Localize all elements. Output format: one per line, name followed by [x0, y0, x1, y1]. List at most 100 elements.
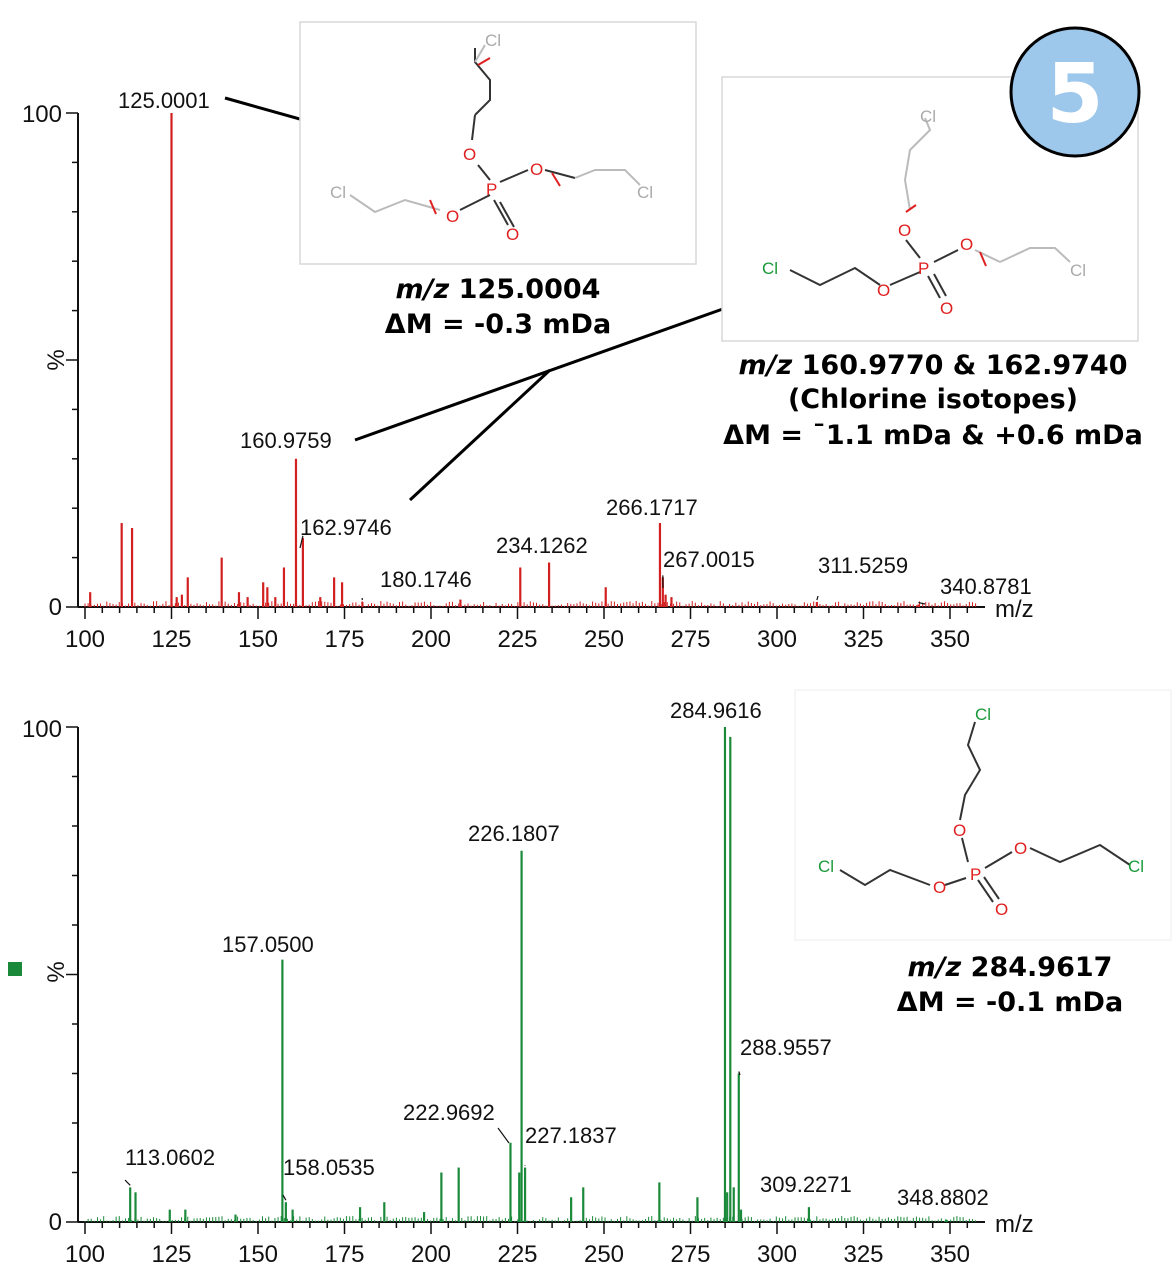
x-tick-label: 150: [238, 626, 278, 653]
atom-o: O: [940, 299, 953, 318]
x-tick-label: 225: [497, 626, 537, 653]
precursor-spectrum-panel: 100 125 150 175 200 225 250 275 300 325 350 113.06…: [8, 689, 1172, 1268]
x-tick-label: 200: [411, 626, 451, 653]
peak-label: 158.0535: [283, 1155, 375, 1180]
atom-o: O: [995, 900, 1008, 919]
peak-label: 234.1262: [496, 533, 588, 558]
x-ticks: 100 125 150 175 200 225 250 275 300 325 350: [65, 607, 970, 653]
atom-cl: Cl: [975, 705, 991, 724]
y-axis-label: %: [43, 961, 70, 982]
peak-label-connector: [124, 1179, 131, 1186]
x-tick-label: 275: [670, 626, 710, 653]
atom-cl: Cl: [1128, 857, 1144, 876]
atom-cl: Cl: [485, 31, 501, 50]
peak-label: 226.1807: [468, 821, 560, 846]
x-tick-label: 325: [843, 626, 883, 653]
peak-label-connector: [738, 1071, 741, 1076]
y-tick-label-0: 0: [49, 594, 62, 621]
peak-label: 284.9616: [670, 698, 762, 723]
peak-label: 267.0015: [663, 547, 755, 572]
atom-cl: Cl: [818, 857, 834, 876]
peaks: [89, 113, 920, 607]
leader-line-160: [354, 298, 749, 442]
peak-label: 160.9759: [240, 428, 332, 453]
atom-cl: Cl: [1070, 261, 1086, 280]
atom-cl: Cl: [330, 183, 346, 202]
x-tick-label: 250: [584, 1241, 624, 1268]
x-tick-label: 300: [757, 626, 797, 653]
peak-label: 222.9692: [403, 1100, 495, 1125]
x-axis-label: m/z: [995, 1211, 1034, 1238]
x-ticks: 100 125 150 175 200 225 250 275 300 325 350: [65, 1222, 970, 1268]
x-tick-label: 125: [151, 626, 191, 653]
atom-p: P: [918, 259, 929, 278]
atom-o: O: [463, 145, 476, 164]
atom-cl: Cl: [762, 259, 778, 278]
atom-o: O: [898, 221, 911, 240]
peak-label: 340.8781: [940, 574, 1032, 599]
x-tick-label: 175: [324, 626, 364, 653]
x-tick-label: 200: [411, 1241, 451, 1268]
peak-label: 266.1717: [606, 495, 698, 520]
annotation-2-mz: m/z 160.9770 & 162.9740: [739, 350, 1128, 381]
x-tick-label: 325: [843, 1241, 883, 1268]
y-tick-label-0: 0: [49, 1209, 62, 1236]
noise-baseline: [84, 1216, 977, 1222]
atom-o: O: [530, 160, 543, 179]
peak-label-connector: [497, 1127, 510, 1144]
atom-o: O: [960, 235, 973, 254]
structure-image-1: Cl O P O O O Cl Cl: [299, 21, 697, 265]
peak-label: 348.8802: [897, 1185, 989, 1210]
peak-label: 311.5259: [818, 553, 908, 578]
atom-o: O: [933, 878, 946, 897]
x-tick-label: 350: [930, 626, 970, 653]
x-tick-label: 350: [930, 1241, 970, 1268]
badge-number: 5: [1046, 47, 1103, 142]
atom-o: O: [446, 207, 459, 226]
leader-line-162: [408, 368, 552, 502]
fragment-spectrum-panel: 100 125 150 175 200 225 250 275 300 325 350 125.00…: [22, 21, 1143, 653]
peak-label-connector: [816, 595, 819, 601]
atom-cl: Cl: [637, 183, 653, 202]
peak-label: 157.0500: [222, 932, 314, 957]
annotation-2-delta: ΔM = ¯1.1 mDa & +0.6 mDa: [723, 420, 1143, 451]
noise-baseline: [84, 601, 977, 607]
peak-label-connector: [918, 601, 926, 605]
x-tick-label: 175: [324, 1241, 364, 1268]
peak-label: 125.0001: [118, 88, 210, 113]
atom-o: O: [953, 821, 966, 840]
peak-label: 180.1746: [380, 567, 472, 592]
x-tick-label: 100: [65, 1241, 105, 1268]
x-tick-label: 275: [670, 1241, 710, 1268]
peak-label-connector: [282, 1194, 287, 1201]
x-axis-label: m/z: [995, 596, 1034, 623]
x-tick-label: 150: [238, 1241, 278, 1268]
atom-p: P: [970, 865, 981, 884]
annotation-2-isotopes: (Chlorine isotopes): [788, 384, 1078, 415]
y-ticks: [66, 112, 78, 608]
peak-label: 309.2271: [760, 1172, 852, 1197]
annotation-3-delta: ΔM = -0.1 mDa: [897, 987, 1123, 1018]
atom-o: O: [1014, 839, 1027, 858]
y-tick-label-100: 100: [22, 716, 62, 743]
peak-label: 162.9746: [300, 515, 392, 540]
peaks: [129, 727, 948, 1222]
structure-image-3: Cl O P O O O Cl Cl: [794, 689, 1172, 941]
annotation-3-mz: m/z 284.9617: [908, 952, 1113, 983]
peak-label: 288.9557: [740, 1035, 832, 1060]
y-tick-label-100: 100: [22, 101, 62, 128]
x-tick-label: 250: [584, 626, 624, 653]
annotation-1-delta: ΔM = -0.3 mDa: [385, 309, 611, 340]
x-tick-label: 125: [151, 1241, 191, 1268]
peak-label-connector: [299, 535, 304, 549]
peak-label: 227.1837: [525, 1123, 617, 1148]
peak-labels: 113.0602 157.0500 158.0535 222.9692 226.1807…: [124, 698, 989, 1210]
atom-o: O: [877, 281, 890, 300]
peak-labels: 125.0001 160.9759 162.9746 180.1746 234.1262…: [118, 88, 1032, 605]
peak-label: 113.0602: [125, 1145, 215, 1170]
atom-p: P: [486, 180, 497, 199]
x-tick-label: 100: [65, 626, 105, 653]
atom-o: O: [506, 225, 519, 244]
annotation-1-mz: m/z 125.0004: [396, 274, 601, 305]
